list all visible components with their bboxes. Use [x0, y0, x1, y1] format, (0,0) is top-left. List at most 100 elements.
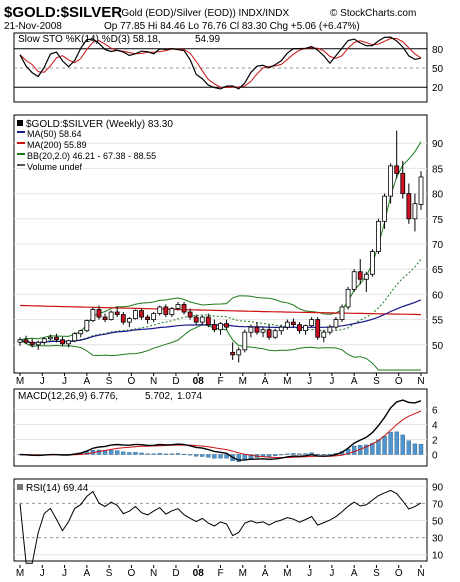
macd-signal-line	[19, 410, 422, 459]
candlesticks	[17, 130, 424, 363]
month-label: N	[417, 568, 424, 579]
month-label: 08	[193, 376, 205, 387]
price-series-swatch	[17, 120, 23, 126]
candle-body	[376, 220, 381, 252]
macd-histogram-bar	[388, 432, 393, 455]
month-label: N	[150, 568, 157, 579]
macd-histogram-bar	[370, 442, 375, 455]
candle-body	[29, 341, 35, 346]
month-label: F	[217, 376, 223, 387]
candle-body	[345, 288, 351, 308]
candle-body	[218, 323, 223, 331]
macd-histogram-bar	[285, 453, 290, 455]
macd-label: MACD(12,26,9) 6.776,	[18, 391, 118, 402]
candle-body	[199, 316, 205, 323]
month-label: O	[395, 376, 403, 387]
candle-body	[139, 310, 144, 318]
candle-body	[151, 313, 157, 321]
candle-body	[339, 306, 345, 321]
stoch-k-line	[19, 36, 422, 90]
legend-swatch	[17, 164, 25, 166]
month-label: M	[239, 376, 247, 387]
month-label: J	[40, 568, 45, 579]
candle-body	[60, 339, 65, 345]
candle-body	[96, 309, 102, 318]
month-label: O	[127, 568, 135, 579]
macd-histogram-bar	[418, 444, 424, 455]
candle-body	[133, 310, 138, 319]
stoch-tick-label: 20	[432, 83, 444, 94]
macd-histogram-bar	[406, 440, 412, 455]
month-label: S	[106, 376, 113, 387]
rsi-gridlines	[14, 485, 427, 556]
candle-body	[272, 330, 278, 338]
macd-histogram-bar	[364, 444, 369, 455]
macd-histogram-bar	[327, 453, 333, 455]
stoch-tick-labels: 80 50 20	[432, 45, 444, 94]
macd-histogram-bar	[376, 439, 381, 455]
month-label: J	[62, 568, 67, 579]
candle-body	[163, 306, 169, 315]
macd-histogram-bar	[181, 453, 187, 455]
legend-swatch	[17, 153, 25, 155]
macd-tick-label: 0	[432, 451, 438, 462]
rsi-swatch	[17, 484, 23, 490]
candle-body	[35, 341, 41, 346]
candle-body	[66, 340, 72, 345]
month-label: S	[106, 568, 113, 579]
macd-histogram-bar	[145, 453, 150, 455]
rsi-tick-label: 10	[432, 551, 444, 562]
candle-body	[321, 331, 327, 338]
macd-histogram-bar	[169, 453, 175, 455]
macd-histogram-bar	[200, 454, 205, 457]
candle-body	[120, 314, 126, 323]
macd-histogram-bar	[351, 445, 357, 455]
candle-body	[394, 165, 400, 174]
candle-body	[90, 309, 96, 322]
candle-body	[400, 173, 406, 195]
month-label: A	[262, 568, 269, 579]
macd-label-hist: 1.074	[177, 391, 202, 402]
month-label: S	[373, 376, 380, 387]
macd-tick-label: 2	[432, 436, 438, 447]
legend-swatch	[17, 131, 25, 133]
candle-body	[284, 321, 290, 328]
month-label: D	[172, 568, 179, 579]
month-label: A	[351, 376, 358, 387]
macd-tick-label: 6	[432, 406, 438, 417]
macd-tick-labels: 6 4 2 0	[432, 406, 438, 462]
candle-body	[254, 326, 260, 333]
symbol-description: (Gold (EOD)/Silver (EOD)) INDX/INDX	[118, 8, 289, 19]
macd-histogram-bar	[139, 452, 144, 455]
candle-body	[260, 329, 266, 333]
candle-body	[205, 316, 211, 326]
macd-line	[19, 399, 422, 461]
macd-histogram-bar	[291, 453, 296, 455]
price-tick-label: 75	[432, 215, 444, 226]
macd-histogram-bar	[394, 431, 399, 455]
macd-histogram-bar	[193, 454, 199, 457]
macd-histogram-bar	[382, 435, 387, 455]
month-label: J	[307, 376, 312, 387]
month-label: M	[283, 376, 291, 387]
macd-label-signal: 5.702,	[145, 391, 173, 402]
stoch-tick-label: 50	[432, 64, 444, 75]
month-label: J	[40, 376, 45, 387]
macd-histogram-bar	[127, 452, 132, 455]
candle-body	[309, 319, 315, 327]
macd-histogram-bar	[236, 454, 241, 462]
macd-tick-label: 4	[432, 421, 438, 432]
candle-body	[181, 304, 187, 313]
macd-histogram-bar	[297, 453, 302, 455]
candle-body	[297, 324, 302, 332]
legend-entry: MA(50) 58.64	[27, 129, 82, 139]
rsi-tick-labels: 90 70 50 30 10	[432, 482, 444, 561]
macd-histogram-bar	[279, 454, 284, 456]
legend-entry: Volume undef	[27, 162, 83, 172]
price-tick-label: 65	[432, 265, 444, 276]
candle-body	[278, 326, 284, 332]
candle-body	[266, 329, 272, 338]
candle-body	[169, 308, 175, 315]
candle-body	[388, 165, 394, 197]
